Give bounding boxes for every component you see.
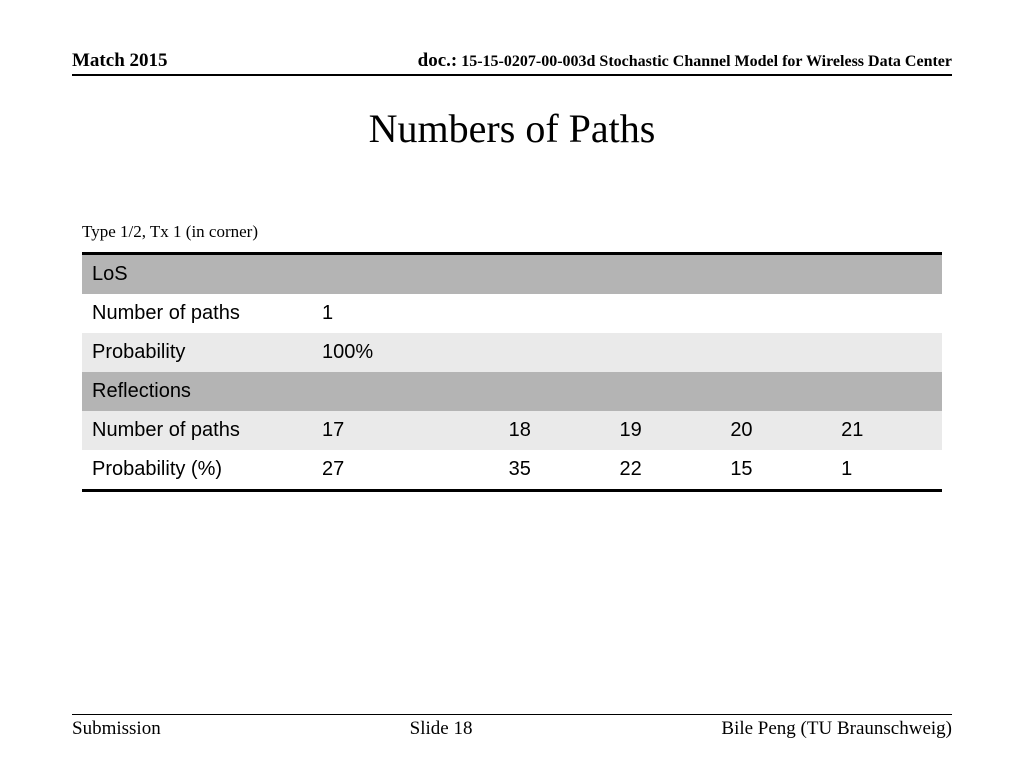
header-doc: doc.: 15-15-0207-00-003d Stochastic Chan… xyxy=(418,50,952,72)
cell: 22 xyxy=(609,450,720,491)
footer-left: Submission xyxy=(72,718,161,740)
row-label: Number of paths xyxy=(82,294,312,333)
subtitle: Type 1/2, Tx 1 (in corner) xyxy=(82,222,258,242)
doc-text: 15-15-0207-00-003d Stochastic Channel Mo… xyxy=(461,53,952,70)
cell: 1 xyxy=(312,294,499,333)
cell xyxy=(720,333,831,372)
footer-center: Slide 18 xyxy=(410,718,473,740)
cell xyxy=(499,333,610,372)
row-label: Probability xyxy=(82,333,312,372)
cell: 20 xyxy=(720,411,831,450)
page-title: Numbers of Paths xyxy=(0,105,1024,152)
section2-header: Reflections xyxy=(82,372,942,411)
row-label: Number of paths xyxy=(82,411,312,450)
footer-right: Bile Peng (TU Braunschweig) xyxy=(721,718,952,740)
row-label: Probability (%) xyxy=(82,450,312,491)
cell: 19 xyxy=(609,411,720,450)
cell xyxy=(720,294,831,333)
cell: 100% xyxy=(312,333,499,372)
cell xyxy=(831,333,942,372)
section1-header: LoS xyxy=(82,254,942,295)
cell xyxy=(499,294,610,333)
cell xyxy=(831,294,942,333)
cell: 1 xyxy=(831,450,942,491)
cell: 35 xyxy=(499,450,610,491)
cell: 27 xyxy=(312,450,499,491)
cell xyxy=(609,333,720,372)
cell: 18 xyxy=(499,411,610,450)
cell xyxy=(609,294,720,333)
cell: 17 xyxy=(312,411,499,450)
header-date: Match 2015 xyxy=(72,50,168,72)
doc-label: doc.: xyxy=(418,50,458,71)
header: Match 2015 doc.: 15-15-0207-00-003d Stoc… xyxy=(72,50,952,76)
cell: 15 xyxy=(720,450,831,491)
paths-table: LoS Number of paths 1 Probability 100% R… xyxy=(82,252,942,492)
cell: 21 xyxy=(831,411,942,450)
footer: Submission Slide 18 Bile Peng (TU Brauns… xyxy=(72,714,952,740)
